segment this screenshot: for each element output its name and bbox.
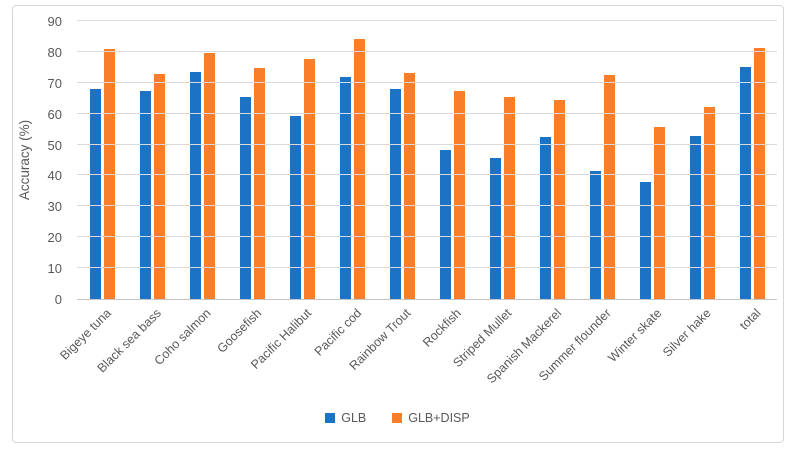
bar [539,137,551,299]
bar [403,72,415,299]
y-tick-label: 50 [47,137,62,153]
gridline [77,205,777,207]
bar [603,74,615,299]
bar [439,149,451,299]
bars-layer [77,21,777,299]
bar [503,96,515,299]
bar-group [627,21,677,299]
gridline [77,112,777,114]
legend: GLB GLB+DISP [0,411,795,425]
y-tick-label: 10 [47,261,62,277]
legend-item: GLB [325,411,366,425]
bar [289,116,301,299]
bar-group [177,21,227,299]
y-tick-label: 0 [54,292,62,307]
y-tick-label: 40 [47,168,62,184]
legend-label: GLB [341,411,367,425]
bar [753,48,765,299]
bar [253,68,265,299]
y-tick-label: 30 [47,199,62,215]
bar [353,39,365,299]
bar [703,106,715,299]
bar [689,135,701,299]
bar [153,73,165,299]
bar-group [527,21,577,299]
y-tick-label: 90 [47,14,62,29]
gridline [77,20,777,21]
bar [553,99,565,299]
bar-group [577,21,627,299]
legend-swatch-icon [392,413,403,423]
legend-swatch-icon [325,413,336,423]
bar [639,181,651,299]
bar-group [77,21,127,299]
bar [239,96,251,299]
y-tick-label: 20 [47,230,62,246]
bar [389,89,401,299]
bar [739,66,751,299]
bar-group [477,21,527,299]
gridline [77,143,777,145]
bar [189,71,201,299]
y-tick-label: 70 [47,75,62,91]
bar-group [327,21,377,299]
bar [139,90,151,299]
bar-group [727,21,777,299]
bar [103,48,115,299]
bar-group [427,21,477,299]
y-axis-title: Accuracy (%) [17,119,32,201]
bar [89,88,101,299]
y-tick-label: 80 [47,44,62,60]
legend-item: GLB+DISP [392,411,470,425]
bar [453,90,465,299]
gridline [77,81,777,83]
bar-group [377,21,427,299]
bar-group [227,21,277,299]
gridline [77,50,777,52]
gridline [77,236,777,238]
bar-group [127,21,177,299]
bar [339,76,351,299]
bar [303,59,315,299]
bar-group [277,21,327,299]
bar [203,53,215,299]
bar [489,157,501,299]
plot-area [77,20,777,300]
legend-label: GLB+DISP [408,411,470,425]
bar [589,171,601,299]
gridline [77,174,777,176]
y-tick-label: 60 [47,106,62,122]
gridline [77,267,777,269]
bar [653,126,665,299]
bar-group [677,21,727,299]
